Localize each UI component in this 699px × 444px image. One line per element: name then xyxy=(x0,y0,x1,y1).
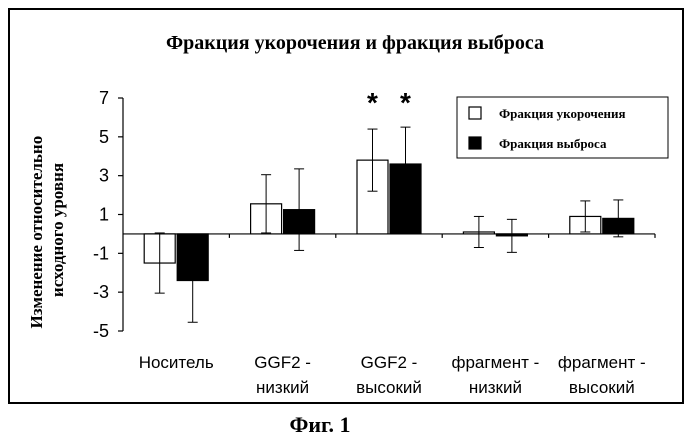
x-tick-label: высокий xyxy=(569,378,635,397)
legend-label: Фракция укорочения xyxy=(499,106,625,121)
legend-swatch xyxy=(469,137,481,149)
legend-swatch xyxy=(469,107,481,119)
x-tick-label: низкий xyxy=(256,378,309,397)
chart-title: Фракция укорочения и фракция выброса xyxy=(166,32,544,54)
y-tick-label: -3 xyxy=(93,282,109,302)
legend: Фракция укорочения Фракция выброса xyxy=(457,97,668,158)
significance-star: * xyxy=(367,87,378,118)
y-tick-label: 1 xyxy=(99,205,109,225)
x-tick-label: высокий xyxy=(356,378,422,397)
y-tick-label: -1 xyxy=(93,243,109,263)
y-tick-label: 7 xyxy=(99,88,109,108)
x-tick-label: фрагмент - xyxy=(558,353,646,372)
y-axis-label: Изменение относительно исходного уровня xyxy=(27,132,67,329)
x-tick-label: фрагмент - xyxy=(451,353,539,372)
x-tick-label: низкий xyxy=(469,378,522,397)
y-tick-label: -5 xyxy=(93,321,109,341)
y-axis-label-line-1: Изменение относительно xyxy=(27,136,46,329)
x-tick-label: GGF2 - xyxy=(361,353,418,372)
significance-star: * xyxy=(400,87,411,118)
x-tick-label: GGF2 - xyxy=(254,353,311,372)
y-axis-label-line-2: исходного уровня xyxy=(48,163,67,297)
y-tick-label: 5 xyxy=(99,127,109,147)
legend-label: Фракция выброса xyxy=(499,136,607,151)
y-tick-label: 3 xyxy=(99,166,109,186)
x-tick-label: Носитель xyxy=(139,353,214,372)
figure-caption: Фиг. 1 xyxy=(0,412,640,438)
